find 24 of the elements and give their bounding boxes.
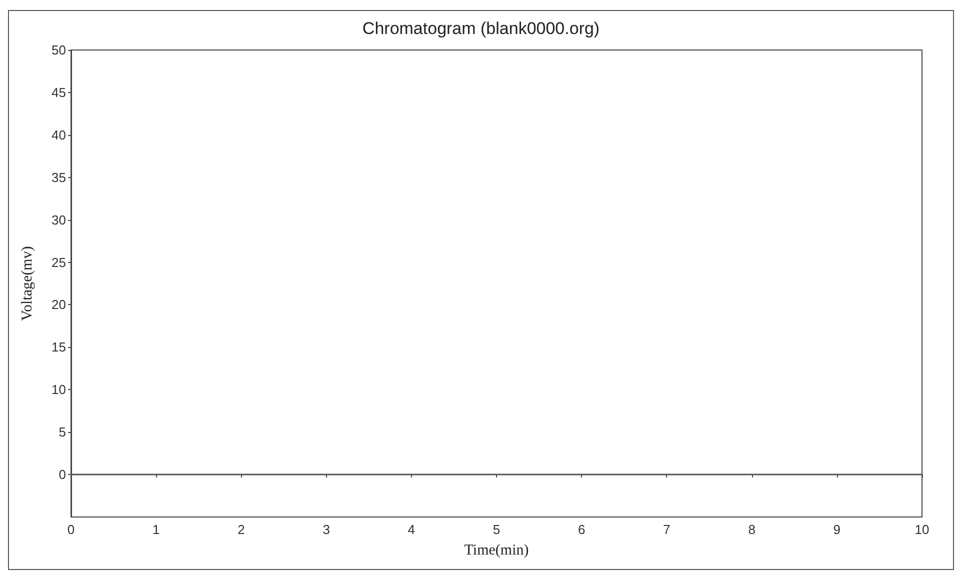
y-tick-label: 0	[58, 467, 66, 482]
x-tick-label: 2	[238, 522, 245, 537]
y-tick-label: 35	[52, 170, 66, 185]
x-tick-label: 10	[914, 522, 930, 537]
y-tick-label: 5	[58, 424, 66, 440]
x-tick-label: 9	[833, 522, 841, 537]
y-tick-label: 40	[52, 127, 66, 142]
x-tick-label: 6	[578, 522, 586, 537]
x-tick-label: 8	[748, 522, 756, 537]
y-tick-label: 10	[52, 382, 66, 398]
y-tick-label: 30	[52, 212, 66, 228]
x-axis-title: Time(min)	[464, 542, 529, 558]
x-tick-label: 1	[152, 522, 160, 537]
y-tick-label: 20	[52, 297, 66, 312]
x-tick-label: 3	[322, 522, 330, 537]
x-tick-label: 7	[663, 522, 670, 537]
y-tick-label: 45	[52, 84, 66, 100]
y-axis-title: Voltage(mv)	[20, 246, 36, 321]
y-tick-label: 25	[52, 254, 66, 270]
x-tick-label: 5	[492, 522, 500, 537]
y-tick-label: 50	[52, 42, 66, 58]
y-tick-label: 15	[52, 340, 66, 355]
chart-title: Chromatogram (blank0000.org)	[362, 19, 600, 38]
x-tick-label: 4	[408, 522, 416, 537]
